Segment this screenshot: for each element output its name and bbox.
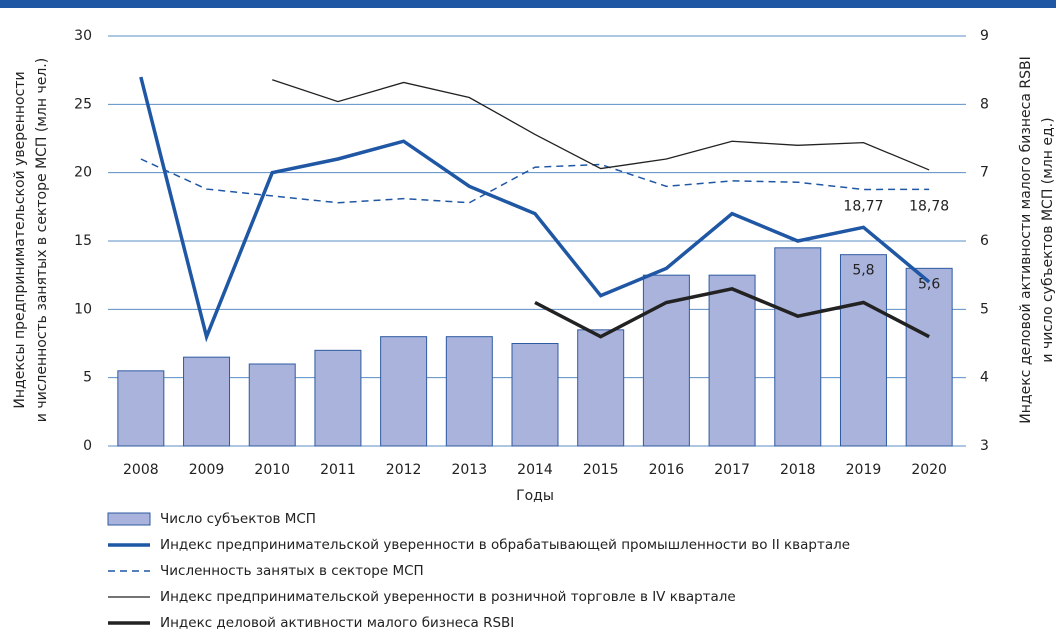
legend-swatch (107, 512, 151, 526)
y-axis-title: Индексы предпринимательской уверенности (12, 71, 28, 408)
y2-tick-label: 3 (980, 438, 989, 454)
bar (248, 363, 296, 447)
x-tick-label: 2015 (583, 462, 619, 478)
line (534, 287, 930, 339)
top-band (0, 0, 1056, 8)
bar (117, 370, 165, 447)
x-tick-label: 2012 (386, 462, 422, 478)
line (272, 79, 930, 171)
legend-label: Индекс предпринимательской уверенности в… (160, 589, 736, 605)
x-tick-label: 2018 (780, 462, 816, 478)
bar (445, 336, 493, 447)
x-tick-label: 2008 (123, 462, 159, 478)
y-tick-label: 0 (83, 438, 92, 454)
x-tick-label: 2019 (846, 462, 882, 478)
y2-tick-label: 9 (980, 28, 989, 44)
x-tick-label: 2011 (320, 462, 356, 478)
legend-label: Индекс деловой активности малого бизнеса… (160, 615, 514, 631)
bar (380, 336, 428, 447)
x-tick-label: 2010 (254, 462, 290, 478)
bar (511, 343, 559, 447)
y2-tick-label: 6 (980, 233, 989, 249)
y-tick-label: 5 (83, 370, 92, 386)
x-tick-label: 2020 (911, 462, 947, 478)
x-tick-label: 2009 (189, 462, 225, 478)
line (140, 158, 930, 204)
y2-tick-label: 4 (980, 370, 989, 386)
bar (839, 254, 887, 447)
x-tick-label: 2017 (714, 462, 750, 478)
x-tick-label: 2013 (451, 462, 487, 478)
y-tick-label: 15 (74, 233, 92, 249)
data-label: 5,6 (918, 276, 940, 292)
data-label: 18,77 (843, 198, 883, 214)
bar (183, 356, 231, 447)
bar (774, 247, 822, 447)
y2-tick-label: 7 (980, 165, 989, 181)
y-tick-label: 10 (74, 301, 92, 317)
y-axis-title: и численность занятых в секторе МСП (млн… (34, 58, 50, 422)
legend-label: Число субъектов МСП (160, 511, 316, 527)
y2-tick-label: 5 (980, 301, 989, 317)
x-tick-label: 2016 (649, 462, 685, 478)
bar (905, 267, 953, 447)
y2-tick-label: 8 (980, 96, 989, 112)
data-label: 18,78 (909, 198, 949, 214)
y2-axis-title: Индекс деловой активности малого бизнеса… (1018, 56, 1034, 423)
y-tick-label: 30 (74, 28, 92, 44)
line (139, 76, 931, 343)
legend-label: Численность занятых в секторе МСП (160, 563, 424, 579)
legend-label: Индекс предпринимательской уверенности в… (160, 537, 850, 553)
y-tick-label: 25 (74, 96, 92, 112)
y2-axis-title: и число субъектов МСП (млн ед.) (1040, 117, 1056, 362)
bar (577, 329, 625, 447)
y-tick-label: 20 (74, 165, 92, 181)
bar (708, 274, 756, 447)
x-axis-title: Годы (516, 488, 554, 504)
bar (314, 349, 362, 447)
data-label: 5,8 (852, 263, 874, 279)
x-tick-label: 2014 (517, 462, 553, 478)
